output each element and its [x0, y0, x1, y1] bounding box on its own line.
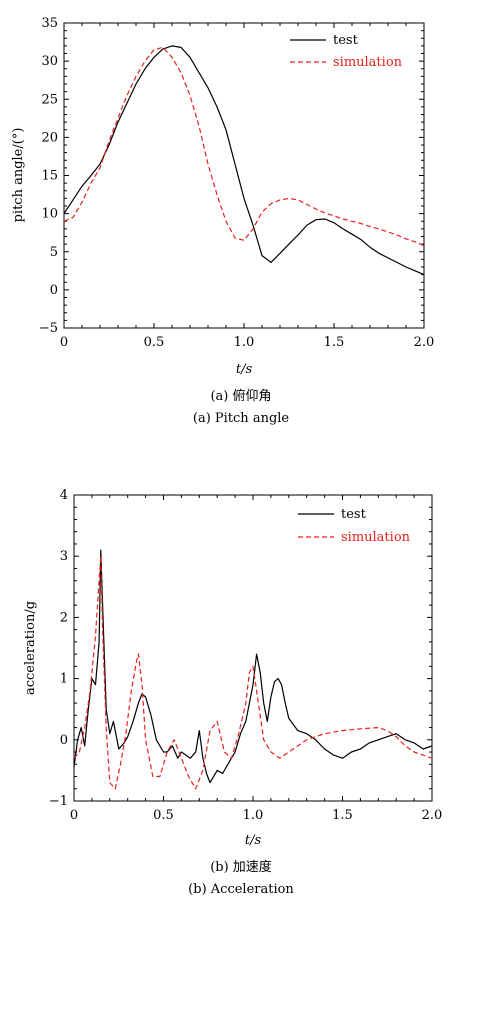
series-line-test [73, 549, 433, 784]
legend: test simulation [298, 507, 411, 545]
series-group [73, 549, 433, 790]
x-tick-label: 2.0 [422, 808, 443, 823]
legend-label-test: test [341, 507, 367, 522]
legend-label-simulation: simulation [333, 55, 403, 70]
y-tick-label: 30 [41, 54, 58, 69]
y-tick-label: 25 [41, 92, 58, 107]
x-tick-label: 0.5 [153, 808, 174, 823]
caption-cn: (a) 俯仰角 [210, 388, 271, 404]
series-line-simulation [73, 555, 433, 790]
caption-en: (a) Pitch angle [193, 411, 290, 426]
y-tick-label: −1 [49, 794, 68, 809]
x-tick-label: 2.0 [414, 335, 435, 350]
x-tick-label: 1.0 [234, 335, 255, 350]
y-tick-label: 15 [41, 169, 58, 184]
legend: test simulation [290, 33, 403, 70]
series-line-simulation [63, 46, 425, 247]
y-axis-label: acceleration/g [23, 601, 38, 695]
x-tick-label: 1.5 [324, 335, 345, 350]
x-tick-label: 0.5 [144, 335, 165, 350]
y-tick-label: 3 [60, 549, 68, 564]
caption-cn: (b) 加速度 [210, 859, 272, 875]
x-axis-label: t/s [236, 362, 253, 377]
caption-en: (b) Acceleration [188, 882, 294, 897]
series-line-test [63, 45, 425, 276]
x-tick-label: 0 [60, 335, 68, 350]
x-tick-label: 1.0 [243, 808, 264, 823]
legend-label-simulation: simulation [341, 530, 411, 545]
y-tick-group: −1 0 1 2 3 4 [49, 488, 432, 809]
x-tick-group: 0 0.5 1.0 1.5 2.0 [70, 495, 442, 823]
y-tick-group: −5 0 5 10 15 20 25 30 35 [39, 16, 424, 336]
legend-label-test: test [333, 33, 359, 48]
y-tick-label: 20 [41, 130, 58, 145]
y-tick-label: 1 [60, 672, 68, 687]
series-group [63, 45, 425, 276]
y-tick-label: 0 [60, 733, 68, 748]
y-tick-label: −5 [39, 321, 58, 336]
y-tick-label: 35 [41, 16, 58, 31]
y-tick-label: 5 [50, 245, 58, 260]
x-tick-label: 0 [70, 808, 78, 823]
x-tick-group: 0 0.5 1.0 1.5 2.0 [60, 23, 434, 350]
y-tick-label: 2 [60, 610, 68, 625]
y-tick-label: 4 [60, 488, 68, 503]
y-tick-label: 0 [50, 283, 58, 298]
x-tick-label: 1.5 [332, 808, 353, 823]
y-tick-label: 10 [41, 207, 58, 222]
x-axis-label: t/s [245, 833, 262, 848]
y-axis-label: pitch angle/(°) [11, 128, 26, 223]
